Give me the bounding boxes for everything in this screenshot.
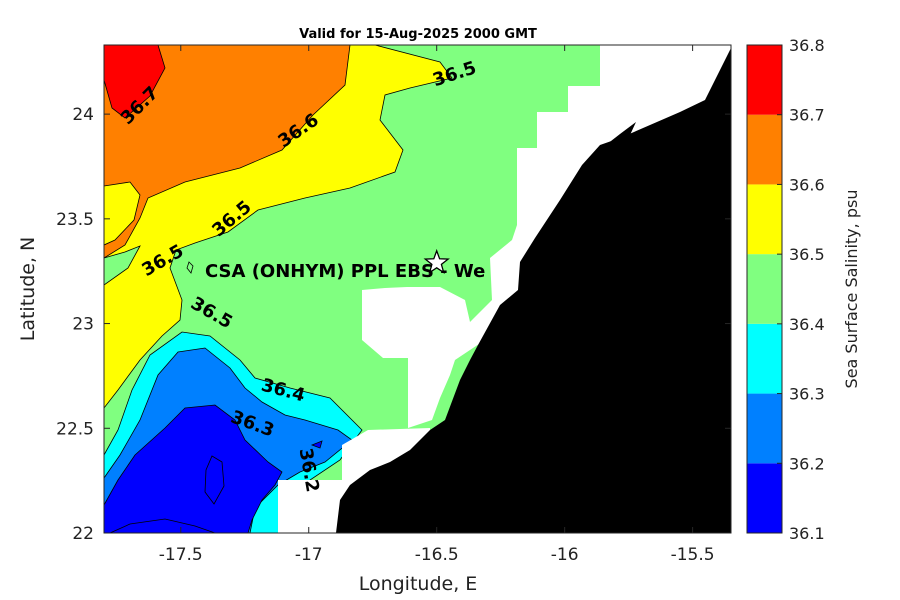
x-tick-label: -16.5 (415, 545, 459, 565)
colorbar-swatch (747, 184, 782, 255)
colorbar-tick-label: 36.2 (789, 454, 825, 473)
y-tick-label: 24 (72, 105, 94, 125)
colorbar-swatch (747, 323, 782, 394)
no-data-area (362, 45, 731, 428)
contour-line-south (109, 518, 216, 533)
y-tick-label: 22 (72, 524, 94, 544)
colorbar-tick-label: 36.1 (789, 524, 825, 543)
colorbar-label: Sea Surface Salinity, psu (842, 190, 861, 389)
colorbar-swatch (747, 45, 782, 115)
colorbar-swatch (747, 254, 782, 324)
x-axis: -17.5 -17 -16.5 -16 -15.5 (159, 45, 715, 565)
colorbar-frame (746, 44, 783, 534)
x-axis-label: Longitude, E (359, 573, 478, 595)
no-data-area-south (278, 428, 430, 533)
colorbar-tick-label: 36.3 (789, 385, 825, 404)
colorbar: 36.1 36.2 36.3 36.4 36.5 36.6 36.7 36.8 (746, 36, 825, 543)
plot-area (104, 45, 731, 533)
x-tick-label: -17.5 (159, 545, 203, 565)
site-marker-group: CSA (ONHYM) PPL EBS - We (205, 248, 485, 282)
chart-title: Valid for 15-Aug-2025 2000 GMT (299, 27, 537, 42)
x-tick-label: -15.5 (671, 545, 715, 565)
y-axis-label: Latitude, N (17, 237, 39, 342)
y-tick-label: 22.5 (56, 419, 94, 439)
contour-loop (204, 455, 225, 505)
band-36-5-pocket (104, 181, 141, 246)
land-island (583, 122, 636, 168)
colorbar-tick-label: 36.8 (789, 36, 825, 55)
site-label: CSA (ONHYM) PPL EBS - We (205, 261, 485, 282)
site-star-icon (423, 248, 450, 275)
x-tick-label: -17 (295, 545, 323, 565)
band-36-1 (104, 404, 283, 533)
band-36-6 (104, 45, 351, 259)
y-axis: 22 22.5 23 23.5 24 (56, 105, 731, 544)
contour-loop-small (310, 440, 323, 449)
land (336, 48, 731, 533)
colorbar-tick-label: 36.7 (789, 106, 825, 125)
band-36-7 (104, 45, 166, 119)
y-tick-label: 23 (72, 315, 94, 335)
x-tick-label: -16 (551, 545, 579, 565)
colorbar-tick-label: 36.6 (789, 175, 825, 194)
colorbar-tick-label: 36.5 (789, 245, 825, 264)
y-tick-label: 23.5 (56, 210, 94, 230)
colorbar-swatch (747, 114, 782, 185)
band-36-4-pocket (104, 245, 141, 286)
colorbar-tick-label: 36.4 (789, 315, 825, 334)
colorbar-swatch (747, 393, 782, 464)
plot-frame (103, 44, 732, 534)
band-36-4-small (186, 261, 194, 274)
colorbar-swatch (747, 463, 782, 533)
